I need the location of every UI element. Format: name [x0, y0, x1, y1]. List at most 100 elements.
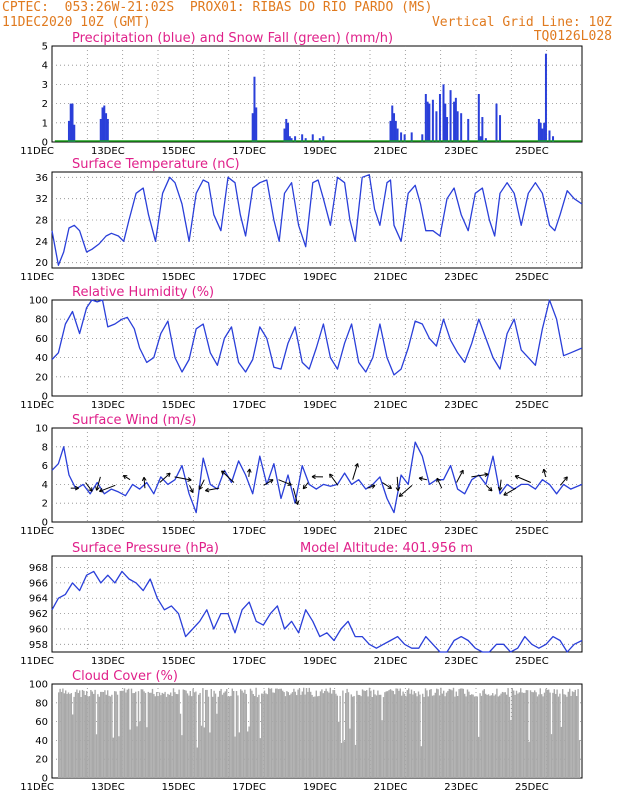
cloud-bar: [434, 692, 436, 778]
cloud-bar: [101, 691, 103, 778]
cloud-bar: [286, 691, 288, 778]
x-tick-label: 25DEC: [515, 272, 549, 283]
cloud-bar: [347, 692, 350, 778]
cloud-bar: [494, 694, 497, 778]
cloud-bar: [100, 691, 102, 778]
cloud-bar: [548, 689, 550, 778]
x-tick-label: 23DEC: [444, 782, 478, 793]
precip-bar: [294, 136, 297, 142]
cloud-bar: [255, 687, 257, 778]
precip-bar: [539, 122, 542, 142]
cloud-bar: [163, 693, 165, 778]
cloud-bar: [352, 696, 354, 778]
cloud-bar: [549, 692, 551, 778]
cloud-bar: [157, 696, 159, 778]
cloud-bar: [539, 688, 541, 778]
panel-title: Surface Pressure (hPa): [72, 541, 219, 556]
cloud-bar: [326, 691, 329, 778]
cloud-bar: [350, 694, 352, 778]
cloud-bar: [420, 746, 422, 778]
x-tick-label: 19DEC: [303, 782, 337, 793]
precip-bar: [389, 120, 392, 142]
cloud-bar: [518, 692, 520, 778]
cloud-bar: [384, 692, 386, 778]
cloud-bar: [487, 694, 490, 778]
wind-arrow: [503, 487, 517, 496]
wind-arrow: [396, 476, 399, 491]
cloud-bar: [503, 692, 505, 778]
x-tick-label: 13DEC: [91, 400, 125, 411]
model-altitude-label: Model Altitude: 401.956 m: [300, 541, 473, 556]
cloud-bar: [81, 689, 84, 778]
cloud-bar: [193, 692, 196, 778]
cloud-bar: [289, 695, 291, 778]
precip-bar: [287, 122, 290, 142]
cloud-bar: [543, 692, 546, 778]
cloud-bar: [265, 693, 267, 778]
cloud-bar: [497, 696, 499, 778]
cloud-bar: [479, 693, 481, 778]
cloud-bar: [310, 691, 312, 778]
cloud-bar: [391, 690, 393, 778]
cloud-bar: [244, 689, 246, 778]
cloud-bar: [564, 694, 567, 778]
cloud-bar: [104, 690, 106, 778]
y-tick-label: 0: [42, 518, 48, 529]
cloud-bar: [489, 695, 491, 778]
wind-arrow-head: [436, 477, 441, 483]
cloud-bar: [531, 691, 533, 778]
wind-arrow: [560, 476, 568, 486]
cloud-bar: [185, 690, 187, 778]
cloud-bar: [458, 689, 460, 778]
wind-arrow: [221, 470, 235, 483]
x-tick-label: 21DEC: [374, 782, 408, 793]
cloud-bar: [485, 693, 487, 778]
wind-arrow-head: [484, 472, 489, 478]
cloud-bar: [251, 690, 253, 778]
cloud-bar: [291, 692, 294, 778]
x-tick-label: 23DEC: [444, 400, 478, 411]
cloud-bar: [262, 693, 264, 778]
wind-arrow-head: [189, 488, 194, 493]
cloud-bar: [74, 691, 77, 778]
cloud-bar: [70, 693, 72, 778]
cloud-bar: [90, 689, 92, 778]
cloud-bar: [560, 726, 562, 778]
cloud-bar: [142, 689, 144, 778]
precip-bar: [69, 103, 72, 142]
precip-bar: [394, 120, 397, 142]
precip-bar: [467, 118, 470, 142]
cloud-bar: [571, 691, 574, 778]
y-tick-label: 4: [42, 61, 48, 72]
x-tick-label: 15DEC: [162, 400, 196, 411]
cloud-bar: [287, 692, 289, 778]
cloud-bar: [161, 692, 163, 778]
cloud-bar: [431, 695, 434, 778]
cloud-bar: [156, 692, 158, 778]
cloud-bar: [529, 690, 532, 778]
cloud-bar: [217, 696, 219, 778]
cloud-bar: [546, 689, 548, 778]
cloud-bar: [275, 688, 277, 778]
precip-bar: [449, 90, 452, 142]
wind-arrow-head: [371, 484, 376, 489]
cloud-bar: [125, 692, 127, 778]
cloud-bar: [486, 695, 488, 778]
cloud-bar: [116, 694, 119, 778]
cloud-bar: [177, 694, 179, 778]
cloud-bar: [269, 688, 271, 778]
y-tick-label: 40: [35, 353, 48, 364]
wind-arrow: [159, 472, 171, 483]
cloud-bar: [58, 692, 60, 778]
cloud-bar: [300, 694, 302, 778]
cloud-bar: [410, 689, 413, 778]
precip-bar: [431, 99, 434, 142]
cloud-bar: [363, 690, 365, 778]
y-tick-label: 958: [29, 640, 48, 651]
y-tick-label: 8: [42, 442, 48, 453]
x-tick-label: 21DEC: [374, 272, 408, 283]
cloud-bar: [398, 690, 400, 778]
cloud-bar: [515, 690, 518, 778]
x-tick-label: 13DEC: [91, 272, 125, 283]
